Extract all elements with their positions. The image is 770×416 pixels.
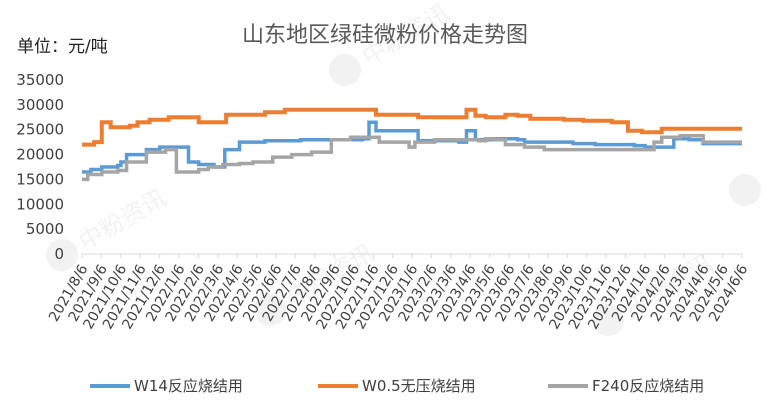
y-tick-label: 35000 (16, 71, 64, 89)
y-axis: 0 5000 10000 15000 20000 25000 30000 35000 (16, 71, 64, 263)
legend: W14反应烧结用 W0.5无压烧结用 F240反应烧结用 (90, 377, 704, 395)
y-tick-label: 20000 (16, 146, 64, 164)
legend-label-2: W0.5无压烧结用 (362, 377, 476, 395)
y-tick-label: 5000 (26, 220, 64, 238)
unit-label: 单位：元/吨 (17, 37, 108, 57)
y-tick-label: 25000 (16, 121, 64, 139)
y-tick-label: 0 (54, 245, 64, 263)
y-tick-label: 30000 (16, 96, 64, 114)
chart-title: 山东地区绿硅微粉价格走势图 (242, 23, 528, 48)
series-line-3 (82, 133, 742, 182)
legend-label-1: W14反应烧结用 (134, 377, 243, 395)
y-tick-label: 10000 (16, 195, 64, 213)
series-line-2 (82, 107, 742, 147)
y-tick-label: 15000 (16, 170, 64, 188)
legend-label-3: F240反应烧结用 (592, 377, 704, 395)
series-layer (82, 107, 742, 182)
